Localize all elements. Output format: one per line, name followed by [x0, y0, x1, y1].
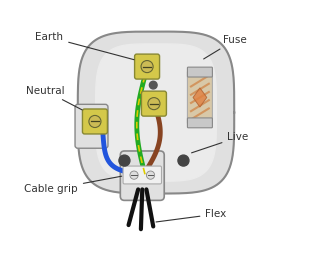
- FancyBboxPatch shape: [188, 118, 212, 128]
- FancyBboxPatch shape: [120, 151, 164, 200]
- Text: Neutral: Neutral: [26, 86, 82, 110]
- Circle shape: [178, 155, 189, 166]
- Text: Earth: Earth: [35, 32, 134, 60]
- FancyBboxPatch shape: [188, 70, 212, 125]
- Circle shape: [149, 81, 157, 89]
- FancyBboxPatch shape: [141, 91, 166, 116]
- Polygon shape: [95, 44, 217, 181]
- Circle shape: [141, 60, 153, 73]
- Polygon shape: [78, 32, 234, 193]
- Circle shape: [89, 115, 101, 127]
- Text: Flex: Flex: [156, 209, 227, 222]
- Text: Cable grip: Cable grip: [24, 176, 122, 194]
- Circle shape: [146, 171, 155, 179]
- Polygon shape: [193, 88, 207, 107]
- Text: Fuse: Fuse: [204, 35, 247, 59]
- FancyBboxPatch shape: [134, 54, 159, 79]
- FancyBboxPatch shape: [123, 166, 162, 184]
- Circle shape: [119, 155, 130, 166]
- FancyBboxPatch shape: [82, 109, 107, 134]
- Circle shape: [148, 98, 160, 110]
- FancyBboxPatch shape: [188, 67, 212, 77]
- Circle shape: [130, 171, 138, 179]
- Text: Live: Live: [192, 132, 249, 153]
- FancyBboxPatch shape: [75, 104, 108, 148]
